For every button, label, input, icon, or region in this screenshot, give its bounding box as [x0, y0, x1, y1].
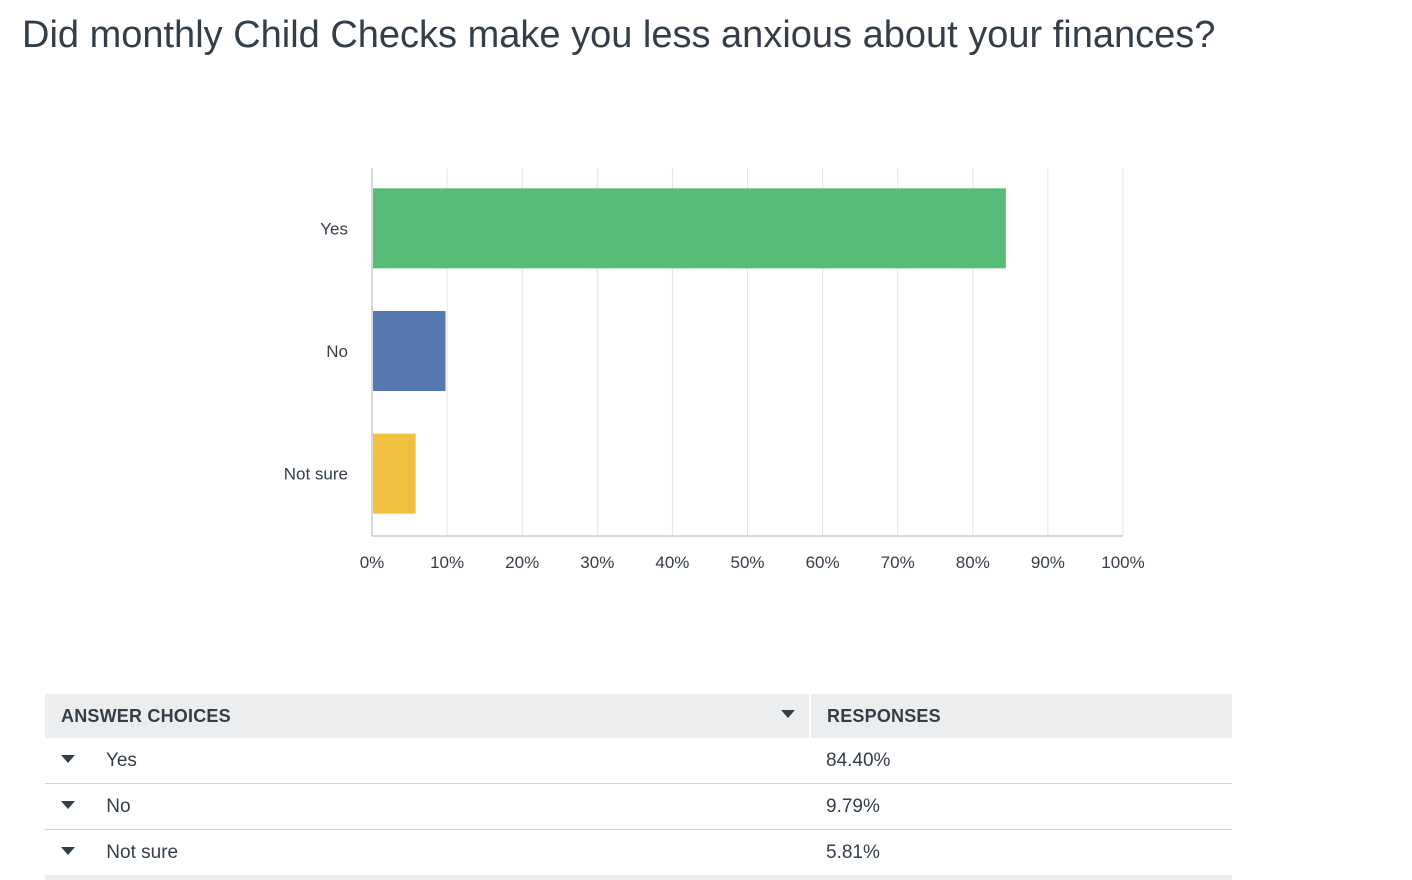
x-tick-label: 10%	[430, 553, 464, 572]
table-row: Not sure 5.81%	[45, 829, 1232, 880]
expand-caret-icon[interactable]	[61, 847, 75, 856]
responses-header: RESPONSES	[809, 694, 1232, 738]
category-label: Not sure	[284, 465, 348, 484]
question-title: Did monthly Child Checks make you less a…	[22, 14, 1216, 56]
bar	[373, 433, 416, 514]
summary-table: ANSWER CHOICES RESPONSES Yes 84.40% No 9…	[45, 694, 1232, 880]
sort-caret-icon[interactable]	[781, 710, 795, 718]
table-row: Yes 84.40%	[45, 738, 1232, 784]
choice-label: Not sure	[106, 841, 179, 863]
choice-label: Yes	[105, 749, 137, 771]
answer-choices-header[interactable]: ANSWER CHOICES	[45, 694, 810, 738]
x-tick-label: 50%	[730, 553, 764, 572]
response-value: 5.81%	[810, 829, 1232, 880]
x-tick-label: 100%	[1101, 553, 1144, 572]
x-tick-label: 90%	[1031, 553, 1065, 572]
x-tick-label: 60%	[806, 553, 840, 572]
table-row: No 9.79%	[45, 783, 1232, 830]
x-tick-label: 40%	[655, 553, 689, 572]
bar-chart: 0% 10% 20% 30% 40% 50% 60% 70% 80% 90% 100% Yes No No…	[284, 168, 1145, 572]
x-tick-label: 70%	[881, 553, 915, 572]
expand-caret-icon[interactable]	[61, 755, 75, 764]
answer-choices-header-label: ANSWER CHOICES	[61, 705, 231, 726]
choice-cell: Yes	[45, 738, 810, 784]
choice-cell: Not sure	[45, 829, 810, 880]
category-label: Yes	[320, 219, 348, 238]
choice-cell: No	[45, 783, 810, 830]
choice-label: No	[106, 795, 131, 817]
x-tick-label: 0%	[360, 553, 385, 572]
expand-caret-icon[interactable]	[61, 801, 75, 810]
bar	[373, 311, 446, 391]
x-tick-label: 30%	[580, 553, 614, 572]
x-tick-label: 80%	[956, 553, 990, 572]
response-value: 84.40%	[810, 738, 1232, 784]
response-value: 9.79%	[810, 783, 1232, 830]
bar	[373, 188, 1006, 269]
category-label: No	[326, 342, 348, 361]
x-tick-label: 20%	[505, 553, 539, 572]
table-header-row: ANSWER CHOICES RESPONSES	[45, 694, 1232, 738]
